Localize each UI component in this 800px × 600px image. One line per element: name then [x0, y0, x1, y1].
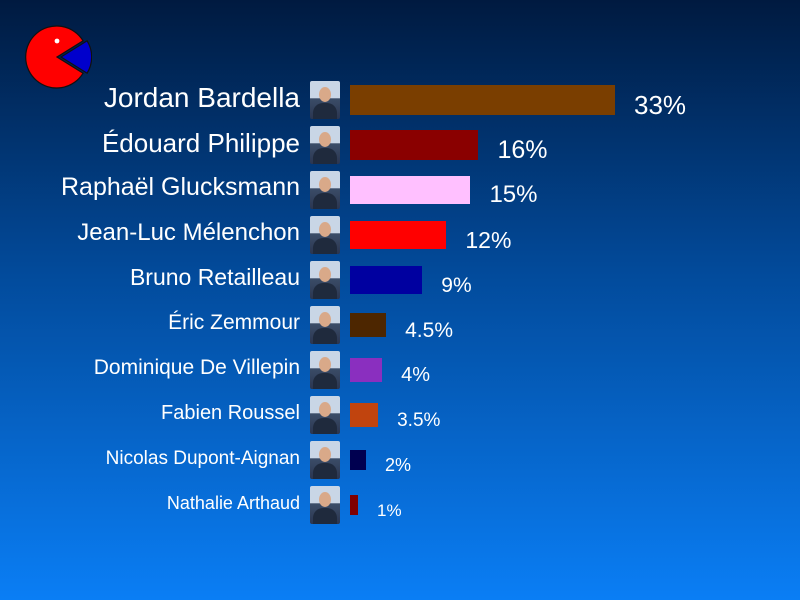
chart-row: Éric Zemmour 4.5%: [0, 305, 800, 350]
data-label: 16%: [497, 135, 548, 164]
data-label: 33%: [634, 90, 687, 120]
chart-row: Nicolas Dupont-Aignan 2%: [0, 440, 800, 485]
bar: [350, 221, 447, 249]
candidate-photo-icon: [310, 171, 340, 209]
chart-row: Fabien Roussel 3.5%: [0, 395, 800, 440]
candidate-name-label: Éric Zemmour: [168, 311, 300, 335]
candidate-photo-icon: [310, 441, 340, 479]
chart-row: Bruno Retailleau 9%: [0, 260, 800, 305]
candidate-photo-icon: [310, 306, 340, 344]
bar: [350, 130, 479, 160]
candidate-name-label: Nathalie Arthaud: [166, 493, 300, 514]
candidate-photo-icon: [310, 126, 340, 164]
chart-row: Jean-Luc Mélenchon 12%: [0, 215, 800, 260]
candidate-photo-icon: [310, 351, 340, 389]
data-label: 15%: [489, 181, 538, 208]
chart-row: Jordan Bardella 33%: [0, 80, 800, 125]
data-label: 12%: [465, 226, 512, 253]
bar: [350, 313, 387, 337]
chart-row: Raphaël Glucksmann 15%: [0, 170, 800, 215]
chart-row: Dominique De Villepin 4%: [0, 350, 800, 395]
bar: [350, 266, 423, 294]
candidate-photo-icon: [310, 486, 340, 524]
bar: [350, 403, 379, 427]
candidate-photo-icon: [310, 261, 340, 299]
candidate-name-label: Bruno Retailleau: [129, 264, 300, 291]
bar: [350, 358, 383, 382]
candidate-name-label: Dominique De Villepin: [93, 356, 300, 380]
data-label: 3.5%: [397, 409, 441, 431]
pie-logo-icon: [24, 24, 93, 90]
data-label: 9%: [441, 273, 472, 297]
data-label: 1%: [377, 500, 402, 520]
data-label: 4.5%: [405, 318, 453, 342]
chart-row: Édouard Philippe 16%: [0, 125, 800, 170]
candidate-photo-icon: [310, 396, 340, 434]
data-label: 4%: [401, 364, 431, 386]
bar: [350, 450, 367, 470]
candidate-photo-icon: [310, 216, 340, 254]
candidate-name-label: Édouard Philippe: [101, 127, 300, 158]
candidate-name-label: Raphaël Glucksmann: [60, 173, 300, 202]
candidate-name-label: Fabien Roussel: [161, 402, 300, 424]
bar: [350, 495, 359, 515]
candidate-name-label: Nicolas Dupont-Aignan: [105, 447, 300, 469]
chart-row: Nathalie Arthaud 1%: [0, 485, 800, 530]
bar: [350, 85, 615, 115]
candidate-name-label: Jordan Bardella: [103, 81, 300, 113]
data-label: 2%: [385, 455, 412, 475]
candidate-name-label: Jean-Luc Mélenchon: [77, 218, 300, 246]
bar: [350, 176, 471, 204]
candidate-photo-icon: [310, 81, 340, 119]
